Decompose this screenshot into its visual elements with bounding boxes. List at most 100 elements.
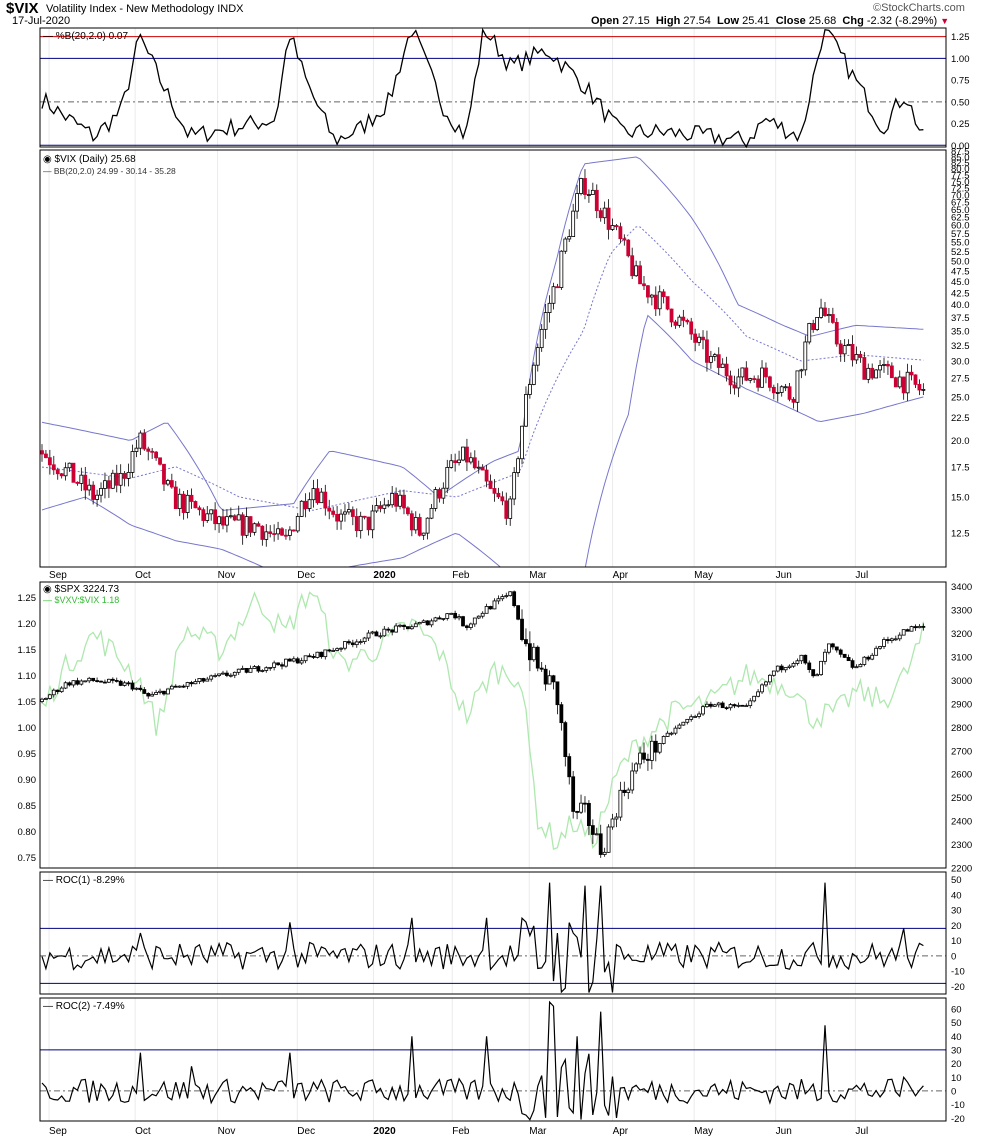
vix-candle	[264, 531, 269, 540]
vix-candle	[205, 513, 210, 521]
vix-candle	[862, 357, 867, 380]
vix-candle	[461, 446, 465, 461]
ratio-tick-label: 0.80	[18, 827, 37, 838]
spx-candle	[465, 625, 469, 628]
spx-candle	[657, 743, 662, 753]
vix-candle	[598, 210, 603, 219]
spx-candle	[417, 622, 422, 625]
vix-candle	[701, 336, 705, 341]
vix-candle	[154, 451, 159, 459]
vix-tick-label: 65.0	[951, 205, 970, 216]
spx-candle	[909, 626, 914, 632]
vix-candle	[653, 294, 658, 310]
spx-candle	[791, 663, 796, 667]
spx-candle	[63, 682, 68, 689]
x-axis-label-bottom: Jun	[776, 1126, 792, 1137]
spx-candle	[866, 656, 871, 660]
spx-candle	[535, 646, 540, 669]
spx-candle	[95, 680, 99, 682]
spx-candle	[598, 833, 603, 855]
vix-candle	[417, 517, 422, 536]
vix-candle	[232, 515, 237, 521]
spx-candle	[811, 669, 816, 677]
vix-candle	[901, 376, 906, 394]
vix-candle	[122, 472, 127, 479]
vix-candle	[468, 457, 473, 463]
vix-candle	[646, 285, 650, 298]
vix-candle	[287, 529, 292, 536]
vix-candle	[91, 484, 96, 500]
vix-candle	[181, 493, 186, 513]
spx-candle	[398, 624, 402, 627]
roc-line-3	[41, 882, 924, 994]
vix-candle	[362, 515, 367, 518]
spx-candle	[457, 616, 461, 619]
vix-tick-label: 82.5	[951, 158, 970, 169]
spx-candle	[531, 646, 536, 661]
percent-b-tick-label: 0.75	[951, 76, 970, 87]
spx-candle	[779, 665, 784, 671]
spx-candle	[874, 647, 879, 656]
vix-legend: ◉ $VIX (Daily) 25.68	[43, 154, 136, 165]
panel-frame-1	[39, 149, 947, 568]
spx-candle	[173, 685, 178, 688]
spx-tick-label: 2400	[951, 817, 972, 828]
symbol-name: Volatility Index - New Methodology INDX	[46, 3, 244, 15]
vix-candle	[724, 363, 729, 377]
roc-tick-label: 10	[951, 936, 962, 947]
vix-candle	[535, 347, 540, 366]
spx-candle	[882, 639, 886, 647]
spx-candle	[154, 692, 159, 695]
ratio-tick-label: 1.10	[18, 671, 37, 682]
vix-candle	[783, 386, 788, 389]
spx-candle	[126, 682, 131, 685]
spx-candle	[583, 802, 587, 805]
spx-candle	[622, 789, 627, 793]
spx-candle	[850, 660, 855, 668]
spx-candle	[461, 616, 465, 627]
vix-candle	[87, 484, 92, 491]
vix-candle	[496, 492, 501, 498]
vix-candle	[370, 510, 375, 531]
vix-candle	[358, 515, 363, 532]
spx-candle	[268, 666, 273, 669]
vix-candle	[217, 516, 221, 525]
chg-value: -2.32 (-8.29%)	[866, 15, 938, 27]
spx-candle	[350, 642, 355, 646]
vix-candle	[547, 302, 552, 313]
spx-candle	[610, 818, 615, 828]
vix-candle	[874, 369, 879, 379]
spx-candle	[315, 651, 320, 658]
spx-candle	[425, 620, 430, 626]
spx-candle	[787, 665, 792, 668]
vix-candle	[543, 312, 548, 330]
spx-candle	[118, 680, 123, 686]
vix-candle	[79, 474, 84, 484]
vix-candle	[555, 286, 560, 289]
spx-candle	[150, 693, 155, 697]
x-axis-label-bottom: Feb	[452, 1126, 470, 1137]
vix-tick-label: 32.5	[951, 341, 970, 352]
roc-tick-label: 0	[951, 951, 956, 962]
spx-candle	[476, 615, 481, 619]
x-axis-label: Sep	[49, 570, 67, 581]
spx-candle	[508, 591, 513, 597]
spx-candle	[264, 667, 269, 671]
vix-candle	[335, 514, 339, 522]
spx-candle	[449, 612, 454, 615]
spx-candle	[917, 625, 922, 629]
vix-candle	[476, 466, 481, 469]
vix-candle	[866, 367, 871, 380]
vix-candle	[830, 314, 835, 323]
roc-tick-label: -10	[951, 1100, 965, 1111]
watermark: ©StockCharts.com	[873, 2, 965, 14]
spx-candle	[744, 705, 749, 708]
vix-candle	[228, 515, 233, 518]
ratio-tick-label: 1.25	[18, 593, 37, 604]
roc-tick-label: 40	[951, 1032, 962, 1043]
spx-candle	[653, 740, 658, 753]
spx-candle	[712, 704, 717, 707]
spx-candle	[228, 674, 233, 677]
spx-candle	[280, 664, 284, 667]
